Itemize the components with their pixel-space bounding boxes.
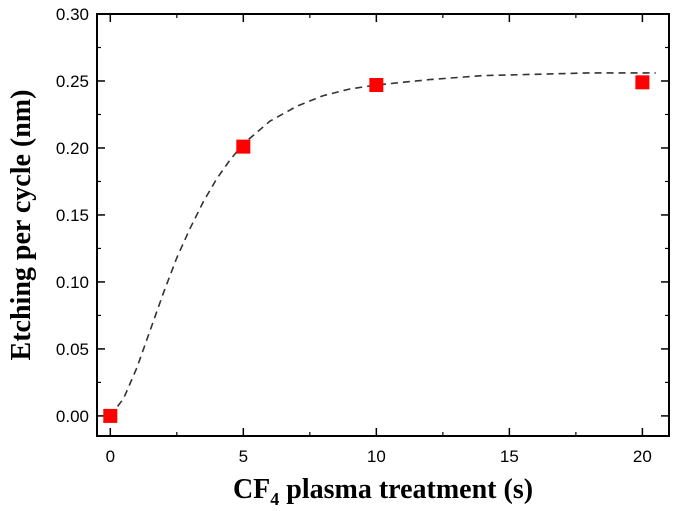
y-tick-label: 0.15 <box>56 206 89 225</box>
x-tick-label: 15 <box>500 447 519 466</box>
y-tick-label: 0.30 <box>56 5 89 24</box>
x-tick-label: 5 <box>239 447 248 466</box>
fit-curve-line <box>109 72 656 417</box>
x-axis-title-rest: plasma treatment (s) <box>279 474 533 505</box>
x-axis-title: CF4 plasma treatment (s) <box>233 474 533 509</box>
x-tick-label: 0 <box>106 447 115 466</box>
y-tick-label: 0.05 <box>56 340 89 359</box>
y-tick-label: 0.20 <box>56 139 89 158</box>
x-axis-title-main: CF <box>233 474 270 505</box>
data-point-marker <box>635 75 650 90</box>
data-markers <box>103 75 650 423</box>
x-axis: 0 5 10 15 20 <box>106 14 652 466</box>
y-axis: 0.00 0.05 0.10 0.15 0.20 0.25 0.30 <box>56 5 669 426</box>
y-axis-title: Etching per cycle (nm) <box>6 90 37 361</box>
y-tick-label: 0.10 <box>56 273 89 292</box>
data-point-marker <box>369 78 384 93</box>
x-axis-title-subscript: 4 <box>270 489 279 509</box>
x-tick-label: 20 <box>633 447 652 466</box>
data-point-marker <box>103 408 118 423</box>
plot-frame <box>96 13 670 437</box>
y-tick-label: 0.00 <box>56 407 89 426</box>
data-point-marker <box>236 139 251 154</box>
x-tick-label: 10 <box>367 447 386 466</box>
y-tick-label: 0.25 <box>56 72 89 91</box>
